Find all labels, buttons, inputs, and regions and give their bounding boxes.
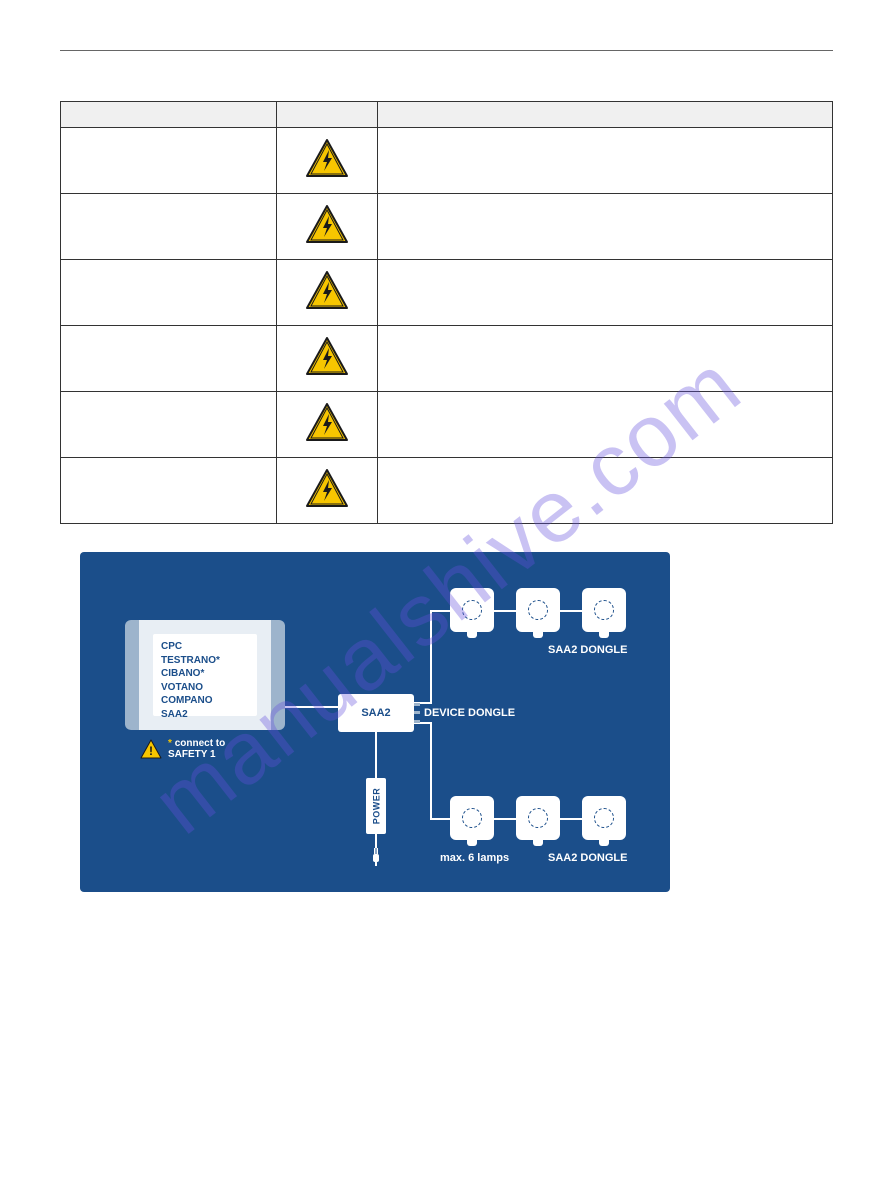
table-row — [61, 128, 833, 194]
lamp-stand-icon — [467, 840, 477, 846]
electrical-hazard-icon — [305, 204, 349, 244]
warning-lamp — [582, 588, 626, 632]
table-cell — [377, 128, 832, 194]
warning-lamp — [450, 796, 494, 840]
table-header-col2 — [277, 102, 377, 128]
table-cell — [61, 458, 277, 524]
lamp-stand-icon — [467, 632, 477, 638]
saa2-dongle-label-top: SAA2 DONGLE — [548, 644, 627, 656]
page-container: CPC TESTRANO* CIBANO* VOTANO COMPANO SAA… — [0, 0, 893, 942]
saa2-module: SAA2 — [338, 694, 414, 732]
table-header-row — [61, 102, 833, 128]
lamp-stand-icon — [599, 840, 609, 846]
connection-diagram: CPC TESTRANO* CIBANO* VOTANO COMPANO SAA… — [80, 552, 670, 892]
table-cell-icon — [277, 326, 377, 392]
plug-icon — [369, 848, 383, 869]
device-line: SAA2 — [161, 708, 249, 722]
table-cell — [61, 194, 277, 260]
table-cell-icon — [277, 194, 377, 260]
wire — [285, 706, 338, 708]
table-cell — [377, 260, 832, 326]
wire — [430, 818, 450, 820]
warning-lamp — [516, 796, 560, 840]
table-cell — [377, 392, 832, 458]
table-cell — [61, 128, 277, 194]
wire — [494, 818, 516, 820]
device-line: VOTANO — [161, 681, 249, 695]
table-cell — [377, 458, 832, 524]
table-cell — [377, 194, 832, 260]
device-dongle-label: DEVICE DONGLE — [424, 707, 515, 719]
device-line: CPC — [161, 640, 249, 654]
device-label-list: CPC TESTRANO* CIBANO* VOTANO COMPANO SAA… — [153, 634, 257, 716]
wire — [430, 610, 432, 704]
test-device: CPC TESTRANO* CIBANO* VOTANO COMPANO SAA… — [125, 620, 285, 730]
page-rule — [60, 50, 833, 51]
table-cell-icon — [277, 392, 377, 458]
device-line: COMPANO — [161, 694, 249, 708]
table-body — [61, 128, 833, 524]
electrical-hazard-icon — [305, 402, 349, 442]
note-asterisk: * — [168, 738, 172, 749]
table-cell-icon — [277, 458, 377, 524]
table-cell-icon — [277, 260, 377, 326]
connector-pins-icon — [414, 700, 420, 726]
lamp-stand-icon — [533, 632, 543, 638]
wire — [430, 610, 450, 612]
wire — [560, 610, 582, 612]
table-row — [61, 326, 833, 392]
connect-safety-note: ! * connect to SAFETY 1 — [140, 738, 225, 760]
electrical-hazard-icon — [305, 138, 349, 178]
note-text: * connect to SAFETY 1 — [168, 738, 225, 760]
wire — [375, 732, 377, 778]
table-cell — [61, 392, 277, 458]
power-label: POWER — [371, 788, 381, 825]
wire — [375, 834, 377, 848]
table-row — [61, 458, 833, 524]
note-line1: connect to — [175, 738, 226, 749]
wire — [430, 722, 432, 818]
table-row — [61, 392, 833, 458]
power-module: POWER — [366, 778, 386, 834]
note-line2: SAFETY 1 — [168, 749, 216, 760]
table-header-col3 — [377, 102, 832, 128]
warning-lamp — [516, 588, 560, 632]
table-cell — [61, 326, 277, 392]
wire — [494, 610, 516, 612]
lamp-stand-icon — [599, 632, 609, 638]
table-cell — [377, 326, 832, 392]
wire — [560, 818, 582, 820]
device-line: CIBANO* — [161, 667, 249, 681]
saa2-label: SAA2 — [361, 707, 390, 719]
device-line: TESTRANO* — [161, 654, 249, 668]
max-lamps-label: max. 6 lamps — [440, 852, 509, 864]
electrical-hazard-icon — [305, 270, 349, 310]
table-row — [61, 260, 833, 326]
table-header-col1 — [61, 102, 277, 128]
warning-lamp — [450, 588, 494, 632]
table-cell-icon — [277, 128, 377, 194]
hazard-table — [60, 101, 833, 524]
saa2-dongle-label-bottom: SAA2 DONGLE — [548, 852, 627, 864]
electrical-hazard-icon — [305, 468, 349, 508]
lamp-stand-icon — [533, 840, 543, 846]
svg-text:!: ! — [149, 744, 153, 758]
table-row — [61, 194, 833, 260]
electrical-hazard-icon — [305, 336, 349, 376]
table-cell — [61, 260, 277, 326]
warning-lamp — [582, 796, 626, 840]
warning-icon: ! — [140, 739, 162, 759]
